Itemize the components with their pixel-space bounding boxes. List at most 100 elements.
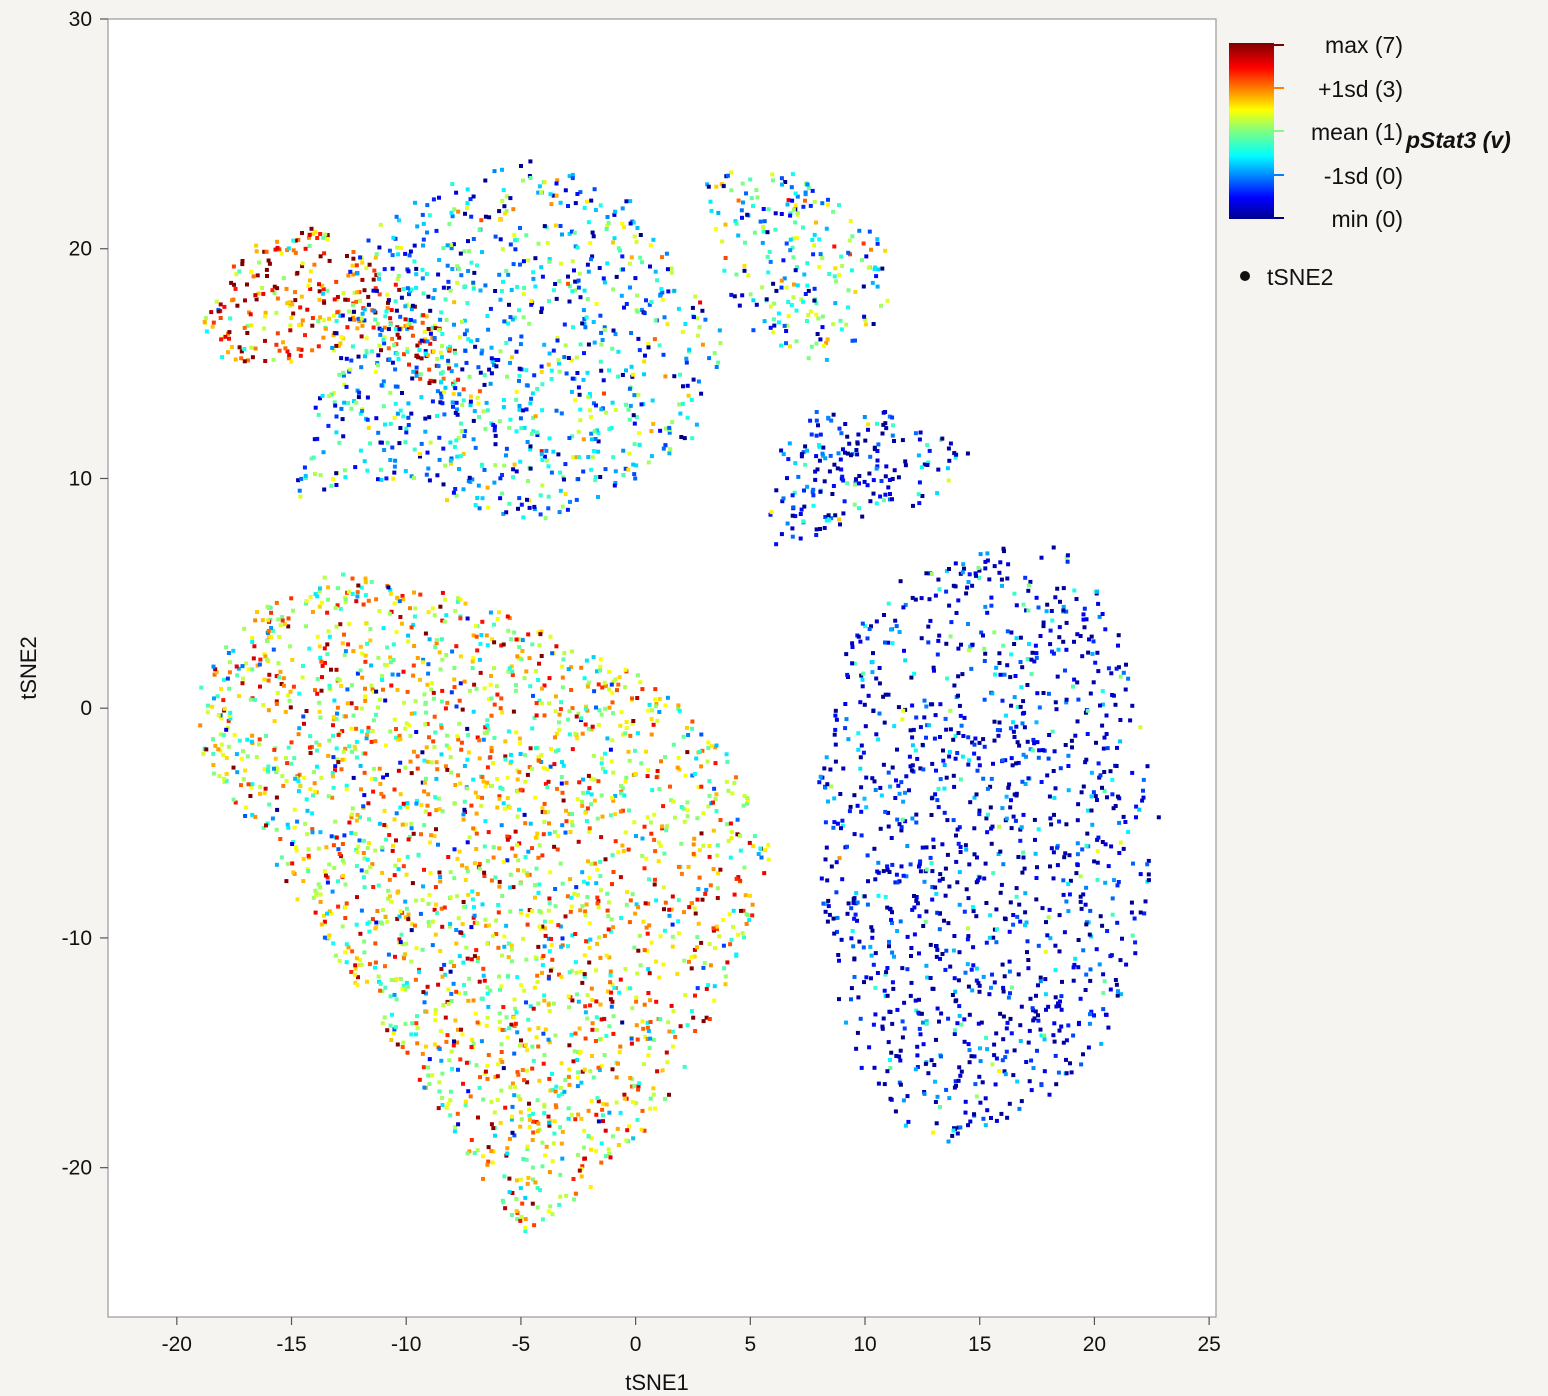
data-point — [671, 742, 676, 747]
data-point — [607, 670, 612, 674]
data-point — [342, 400, 347, 405]
data-point — [599, 330, 604, 335]
data-point — [449, 770, 453, 775]
data-point — [1013, 674, 1018, 678]
data-point — [456, 267, 461, 271]
data-point — [1098, 773, 1103, 778]
data-point — [640, 1019, 645, 1024]
data-point — [771, 317, 776, 322]
data-point — [1066, 753, 1071, 758]
data-point — [425, 722, 430, 726]
data-point — [273, 756, 278, 761]
data-point — [486, 1159, 491, 1164]
data-point — [607, 687, 612, 692]
data-point — [669, 798, 674, 803]
data-point — [789, 185, 794, 190]
data-point — [250, 812, 255, 817]
data-point — [569, 1112, 574, 1117]
data-point — [607, 1151, 612, 1156]
data-point — [895, 747, 899, 752]
data-point — [695, 945, 700, 950]
data-point — [424, 710, 429, 715]
data-point — [465, 301, 470, 305]
data-point — [350, 812, 354, 817]
data-point — [300, 318, 305, 323]
data-point — [496, 358, 501, 362]
data-point — [798, 536, 803, 541]
data-point — [569, 389, 574, 394]
data-point — [894, 778, 898, 783]
data-point — [669, 1003, 674, 1008]
data-point — [452, 300, 457, 305]
data-point — [264, 657, 269, 662]
data-point — [1115, 993, 1120, 998]
data-point — [546, 506, 551, 511]
data-point — [635, 293, 639, 298]
data-point — [398, 805, 403, 810]
data-point — [711, 800, 715, 805]
data-point — [376, 363, 380, 368]
data-point — [358, 448, 363, 453]
data-point — [272, 719, 277, 724]
data-point — [841, 511, 846, 516]
data-point — [1016, 972, 1021, 977]
data-point — [761, 229, 766, 234]
data-point — [448, 921, 453, 926]
data-point — [441, 285, 446, 290]
data-point — [903, 790, 907, 795]
data-point — [628, 1075, 633, 1080]
data-point — [466, 479, 471, 483]
data-point — [850, 338, 855, 343]
data-point — [365, 641, 369, 646]
data-point — [335, 295, 340, 299]
data-point — [818, 489, 823, 494]
data-point — [552, 830, 557, 834]
data-point — [280, 615, 285, 619]
data-point — [984, 816, 989, 821]
data-point — [662, 907, 666, 912]
data-point — [291, 608, 295, 613]
data-point — [386, 585, 391, 590]
data-point — [1085, 708, 1090, 713]
data-point — [371, 288, 376, 293]
data-point — [440, 809, 445, 814]
data-point — [934, 954, 939, 959]
data-point — [530, 1044, 535, 1049]
data-point — [559, 775, 564, 779]
data-point — [378, 467, 383, 472]
data-point — [351, 775, 356, 780]
data-point — [746, 273, 751, 278]
data-point — [392, 873, 397, 878]
data-point — [297, 772, 302, 777]
data-point — [573, 398, 578, 403]
data-point — [750, 902, 755, 907]
data-point — [357, 319, 362, 323]
data-point — [824, 902, 829, 906]
data-point — [586, 859, 590, 864]
data-point — [491, 1149, 496, 1154]
data-point — [528, 466, 533, 471]
data-point — [327, 394, 332, 399]
data-point — [799, 297, 804, 302]
data-point — [433, 326, 438, 331]
data-point — [562, 1089, 567, 1094]
data-point — [833, 513, 838, 518]
data-point — [501, 188, 506, 193]
data-point — [407, 292, 411, 297]
data-point — [882, 720, 887, 725]
data-point — [296, 478, 301, 483]
data-point — [295, 897, 300, 902]
data-point — [931, 986, 936, 991]
data-point — [887, 906, 892, 911]
data-point — [618, 875, 623, 880]
data-point — [515, 814, 520, 819]
data-point — [448, 347, 452, 352]
data-point — [551, 449, 556, 454]
data-point — [860, 677, 865, 682]
data-point — [613, 481, 618, 485]
data-point — [409, 287, 414, 292]
data-point — [573, 201, 578, 206]
data-point — [639, 1127, 644, 1132]
data-point — [431, 197, 436, 202]
data-point — [432, 613, 437, 618]
